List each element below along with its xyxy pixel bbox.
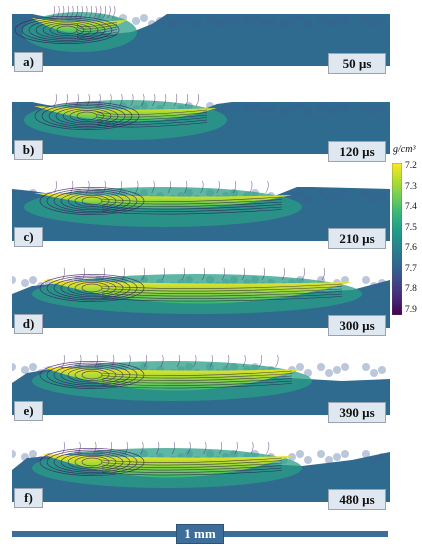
colorbar-unit: g/cm³ — [393, 144, 416, 155]
panel-label: e) — [14, 401, 43, 421]
time-label: 390 µs — [328, 402, 386, 423]
colorbar-tick: 7.2 — [405, 161, 417, 171]
scale-bar-label: 1 mm — [176, 524, 224, 544]
panel-label: d) — [14, 314, 43, 334]
panel-label: a) — [14, 52, 43, 72]
panel-f: f) 480 µs — [12, 440, 390, 514]
panel-label: f) — [14, 488, 43, 508]
melt-pool-plot-e — [12, 353, 390, 427]
panel-a: a) 50 µs — [12, 4, 390, 78]
time-label: 50 µs — [328, 53, 386, 74]
density-colorbar — [392, 163, 402, 315]
panel-b: b) 120 µs — [12, 92, 390, 166]
time-label: 300 µs — [328, 315, 386, 336]
panel-label: c) — [14, 227, 43, 247]
time-label: 120 µs — [328, 141, 386, 162]
time-label: 210 µs — [328, 228, 386, 249]
colorbar-tick: 7.3 — [405, 181, 417, 192]
melt-pool-plot-a — [12, 4, 390, 78]
colorbar-tick: 7.4 — [405, 202, 417, 213]
panel-d: d) 300 µs — [12, 266, 390, 340]
colorbar-tick: 7.7 — [405, 263, 417, 274]
panel-label: b) — [14, 140, 43, 160]
colorbar-tick: 7.6 — [405, 243, 417, 254]
melt-pool-plot-f — [12, 440, 390, 514]
melt-pool-plot-d — [12, 266, 390, 340]
colorbar-tick: 7.8 — [405, 284, 417, 295]
panel-e: e) 390 µs — [12, 353, 390, 427]
colorbar-tick: 7.5 — [405, 222, 417, 233]
melt-pool-plot-b — [12, 92, 390, 166]
time-label: 480 µs — [328, 489, 386, 510]
panel-c: c) 210 µs — [12, 179, 390, 253]
melt-pool-plot-c — [12, 179, 390, 253]
colorbar-tick: 7.9 — [405, 305, 417, 315]
